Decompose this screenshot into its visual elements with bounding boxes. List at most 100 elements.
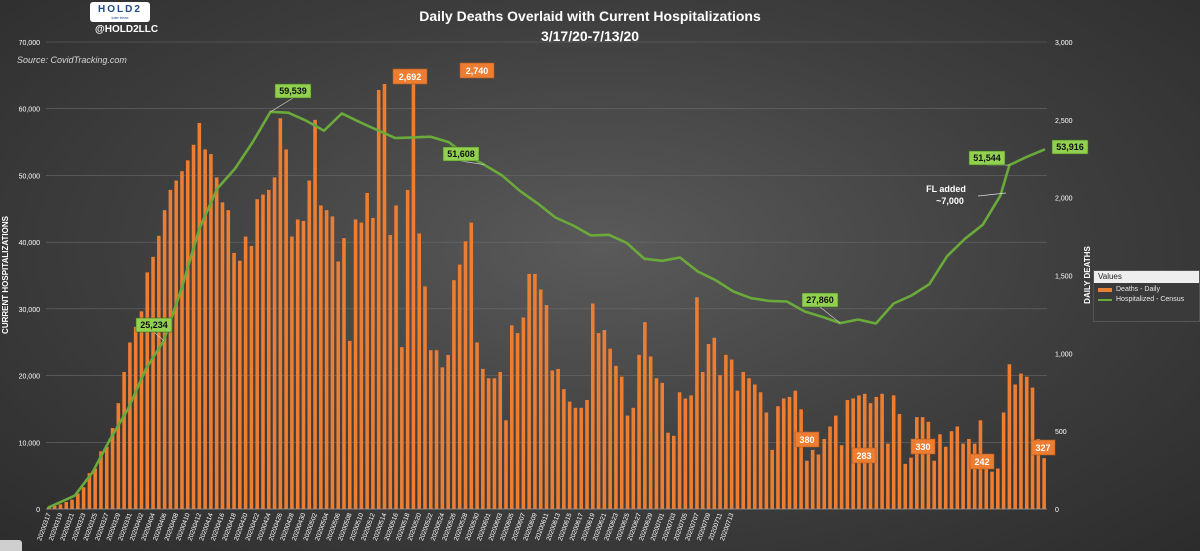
bar-deaths: [116, 403, 121, 509]
callout-label-bar: 242: [974, 457, 989, 467]
callout-label-line: 51,544: [973, 153, 1001, 163]
bar-deaths: [400, 347, 404, 509]
legend-header: Values: [1094, 271, 1199, 283]
bar-deaths: [810, 449, 815, 509]
bar-deaths: [457, 264, 462, 509]
bar-deaths: [712, 337, 717, 509]
y-axis-right-title: DAILY DEATHS: [1083, 246, 1092, 304]
legend-label-hospitalized: Hospitalized - Census: [1116, 296, 1185, 303]
bar-deaths: [243, 236, 248, 510]
chart-title-line1: Daily Deaths Overlaid with Current Hospi…: [419, 8, 761, 24]
bar-deaths: [278, 118, 283, 509]
bar-deaths: [1036, 438, 1041, 509]
bar-deaths: [805, 460, 809, 509]
bar-deaths: [955, 426, 960, 509]
bar-deaths: [319, 205, 323, 509]
bar-deaths: [504, 420, 508, 509]
bar-deaths: [874, 396, 879, 509]
bar-deaths: [428, 350, 433, 509]
bar-deaths: [249, 245, 254, 509]
bar-deaths: [301, 221, 306, 509]
bar-deaths: [76, 493, 80, 509]
bar-deaths: [573, 407, 578, 509]
bar-deaths: [579, 407, 584, 509]
callout-box-bar: [1030, 439, 1056, 456]
callout-label-bar: 2,740: [466, 66, 489, 76]
bar-deaths: [284, 149, 288, 509]
bar-deaths: [828, 426, 832, 509]
bar-deaths: [556, 368, 560, 509]
legend-swatch-line: [1098, 298, 1112, 301]
callout-label-line: 27,860: [806, 295, 834, 305]
bar-deaths: [747, 378, 751, 509]
bar-deaths: [660, 382, 665, 509]
callout-box-bar: [910, 438, 936, 455]
bar-deaths: [104, 446, 109, 509]
bar-deaths: [943, 446, 948, 509]
bar-deaths: [550, 370, 555, 509]
bar-deaths: [695, 297, 699, 509]
bar-deaths: [625, 415, 630, 509]
callout-label-bar: 283: [856, 451, 871, 461]
bar-deaths: [643, 322, 647, 509]
bar-deaths: [342, 238, 346, 509]
y-tick-left: 70,000: [19, 40, 41, 47]
bar-deaths: [718, 375, 722, 509]
line-series-hospitalized: [47, 110, 1046, 509]
bar-deaths: [515, 333, 520, 509]
bar-deaths: [816, 454, 821, 509]
bar-deaths: [191, 144, 196, 510]
callout-box-line: [135, 317, 173, 333]
callout-label-line: 59,539: [279, 86, 307, 96]
y-tick-left: 20,000: [19, 374, 41, 381]
y-axis-left-title: CURRENT HOSPITALIZATIONS: [1, 215, 10, 334]
callout-label-line: 53,916: [1056, 142, 1084, 152]
bar-deaths: [272, 177, 277, 509]
bar-deaths: [290, 236, 294, 510]
callout-label-line: 51,608: [447, 149, 475, 159]
bar-deaths: [666, 432, 670, 509]
bar-deaths: [58, 504, 63, 509]
bar-deaths: [226, 210, 231, 509]
callout-box-line: [801, 292, 839, 308]
bar-deaths: [781, 398, 786, 509]
bar-deaths: [776, 406, 780, 509]
bar-deaths: [996, 468, 1000, 509]
bar-deaths: [440, 367, 445, 509]
bar-deaths: [203, 149, 207, 509]
bar-deaths: [961, 443, 965, 509]
chart-title-line2: 3/17/20-7/13/20: [540, 28, 640, 44]
callout-leader: [460, 160, 485, 166]
bar-deaths: [388, 235, 393, 509]
callout-leader: [270, 97, 294, 113]
bar-deaths: [185, 160, 190, 509]
bar-deaths: [157, 235, 161, 509]
fl-note-line1: FL added: [926, 184, 966, 194]
bar-deaths: [972, 443, 977, 509]
bar-deaths: [486, 378, 491, 509]
bar-deaths: [938, 434, 942, 509]
y-tick-right: 1,500: [1055, 274, 1073, 281]
bar-deaths: [648, 356, 653, 509]
y-tick-right: 1,000: [1055, 351, 1073, 358]
bar-deaths: [423, 286, 427, 509]
callout-box-bar: [794, 431, 820, 448]
bar-deaths: [353, 219, 358, 509]
y-tick-right: 2,500: [1055, 118, 1073, 125]
bar-deaths: [347, 340, 352, 509]
bar-deaths: [886, 443, 890, 509]
legend: Values Deaths - Daily Hospitalized - Cen…: [1093, 270, 1200, 322]
bar-deaths: [452, 280, 456, 509]
bar-deaths: [544, 305, 549, 509]
bar-deaths: [891, 395, 896, 509]
bar-deaths: [492, 378, 497, 509]
bar-deaths: [619, 376, 624, 509]
bar-deaths: [371, 217, 375, 510]
y-tick-left: 10,000: [19, 440, 41, 447]
bar-deaths: [753, 384, 757, 509]
bar-deaths: [475, 342, 479, 509]
bar-deaths: [758, 392, 763, 509]
bar-deaths: [590, 303, 595, 509]
y-tick-left: 0: [36, 507, 40, 514]
